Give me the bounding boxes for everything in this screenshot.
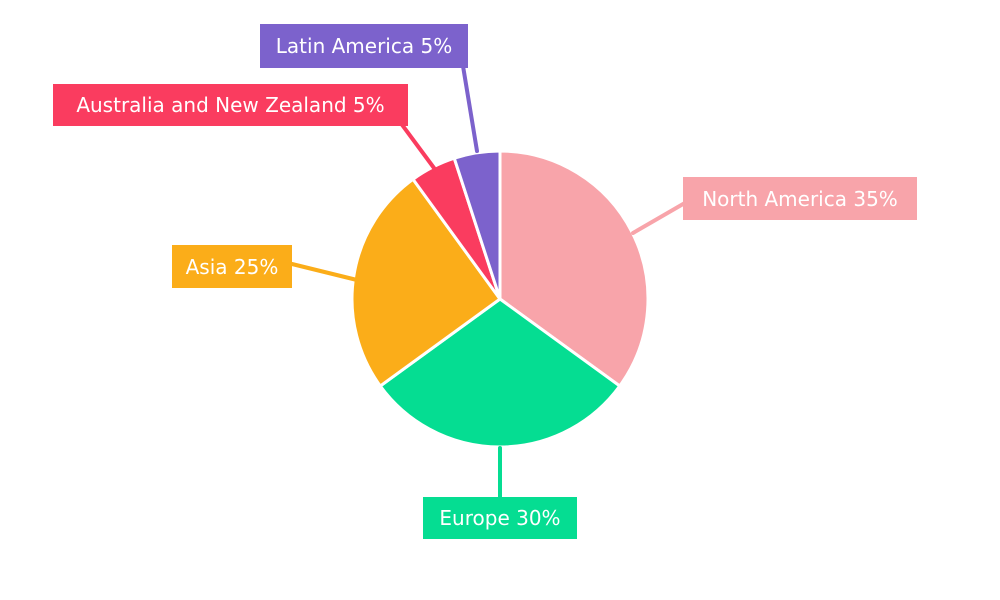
slice-label-north-america: North America 35%	[683, 177, 917, 220]
slice-label-europe: Europe 30%	[423, 497, 577, 539]
slice-label-australia-and-new-zealand: Australia and New Zealand 5%	[53, 84, 408, 126]
slice-label-latin-america: Latin America 5%	[260, 24, 468, 68]
pie-slice-asia[interactable]	[350, 177, 502, 388]
leader-line-latin-america	[461, 64, 479, 153]
leader-line-australia-and-new-zealand	[398, 120, 436, 170]
leader-line-asia	[290, 262, 359, 282]
slice-label-asia: Asia 25%	[172, 245, 292, 288]
leader-line-north-america	[631, 198, 692, 235]
